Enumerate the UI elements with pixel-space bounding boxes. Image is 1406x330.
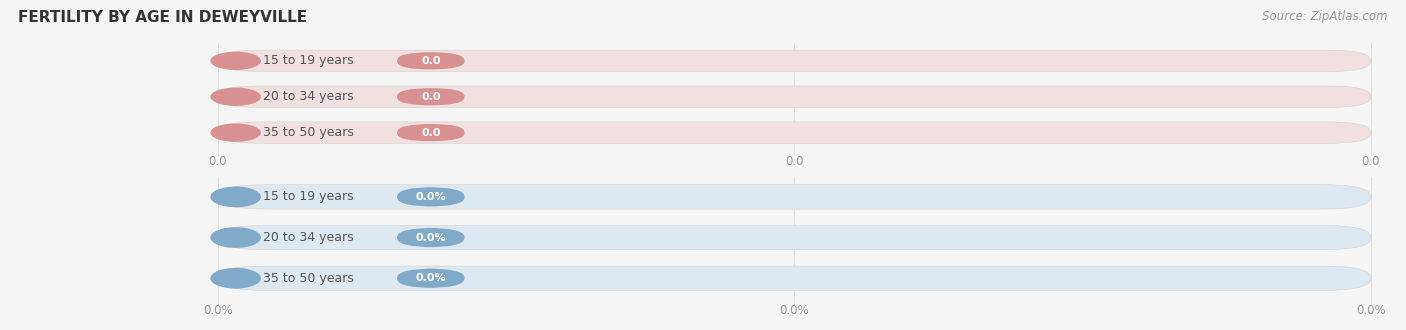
FancyBboxPatch shape bbox=[396, 228, 464, 247]
Text: 0.0: 0.0 bbox=[420, 56, 440, 66]
Ellipse shape bbox=[211, 52, 262, 70]
Text: 0.0%: 0.0% bbox=[202, 304, 233, 317]
FancyBboxPatch shape bbox=[218, 185, 1371, 209]
Text: 0.0: 0.0 bbox=[1361, 154, 1381, 168]
Text: 0.0: 0.0 bbox=[420, 128, 440, 138]
Text: 0.0%: 0.0% bbox=[1355, 304, 1386, 317]
FancyBboxPatch shape bbox=[396, 124, 464, 141]
Text: 0.0: 0.0 bbox=[208, 154, 228, 168]
FancyBboxPatch shape bbox=[218, 225, 1371, 250]
Text: 0.0: 0.0 bbox=[785, 154, 804, 168]
FancyBboxPatch shape bbox=[218, 86, 1371, 108]
FancyBboxPatch shape bbox=[396, 269, 464, 288]
Text: 0.0%: 0.0% bbox=[779, 304, 810, 317]
Text: 35 to 50 years: 35 to 50 years bbox=[263, 126, 354, 139]
Text: Source: ZipAtlas.com: Source: ZipAtlas.com bbox=[1263, 10, 1388, 23]
Ellipse shape bbox=[211, 268, 262, 289]
FancyBboxPatch shape bbox=[396, 187, 464, 207]
Text: 20 to 34 years: 20 to 34 years bbox=[263, 231, 354, 244]
Text: FERTILITY BY AGE IN DEWEYVILLE: FERTILITY BY AGE IN DEWEYVILLE bbox=[18, 10, 308, 25]
Ellipse shape bbox=[211, 186, 262, 207]
FancyBboxPatch shape bbox=[396, 52, 464, 69]
Ellipse shape bbox=[211, 87, 262, 106]
Text: 0.0: 0.0 bbox=[420, 92, 440, 102]
FancyBboxPatch shape bbox=[218, 50, 1371, 72]
Text: 15 to 19 years: 15 to 19 years bbox=[263, 54, 354, 67]
Ellipse shape bbox=[211, 227, 262, 248]
Text: 20 to 34 years: 20 to 34 years bbox=[263, 90, 354, 103]
Text: 15 to 19 years: 15 to 19 years bbox=[263, 190, 354, 203]
Text: 35 to 50 years: 35 to 50 years bbox=[263, 272, 354, 285]
Ellipse shape bbox=[211, 123, 262, 142]
FancyBboxPatch shape bbox=[218, 266, 1371, 290]
Text: 0.0%: 0.0% bbox=[416, 192, 446, 202]
FancyBboxPatch shape bbox=[396, 88, 464, 105]
Text: 0.0%: 0.0% bbox=[416, 273, 446, 283]
FancyBboxPatch shape bbox=[218, 122, 1371, 143]
Text: 0.0%: 0.0% bbox=[416, 233, 446, 243]
